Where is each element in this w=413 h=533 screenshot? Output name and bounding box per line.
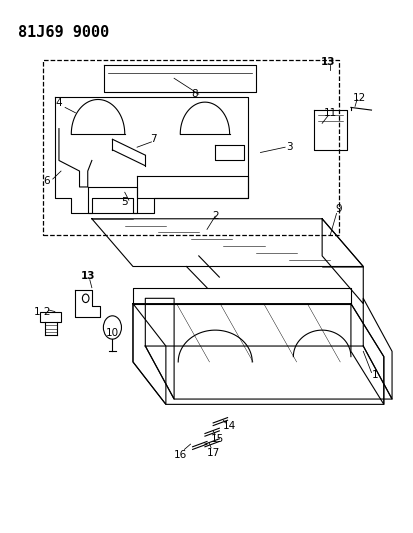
Text: 13: 13 [320,58,335,67]
Text: 17: 17 [206,448,219,458]
Text: 7: 7 [150,134,157,144]
Text: 8: 8 [191,89,197,99]
Text: 1 2: 1 2 [34,306,51,317]
Text: 14: 14 [223,421,236,431]
Text: 9: 9 [335,204,341,214]
Text: 13: 13 [80,271,95,280]
Text: 10: 10 [106,328,119,338]
Text: 12: 12 [352,93,365,103]
Text: 11: 11 [323,108,336,118]
Text: 6: 6 [43,175,50,185]
Text: 5: 5 [121,197,128,207]
Text: 2: 2 [211,211,218,221]
Text: 16: 16 [173,450,186,460]
Text: 4: 4 [55,98,62,108]
Text: 15: 15 [210,434,223,444]
Text: 1: 1 [371,370,378,380]
Text: 81J69 9000: 81J69 9000 [18,25,109,41]
Text: 3: 3 [285,142,292,152]
